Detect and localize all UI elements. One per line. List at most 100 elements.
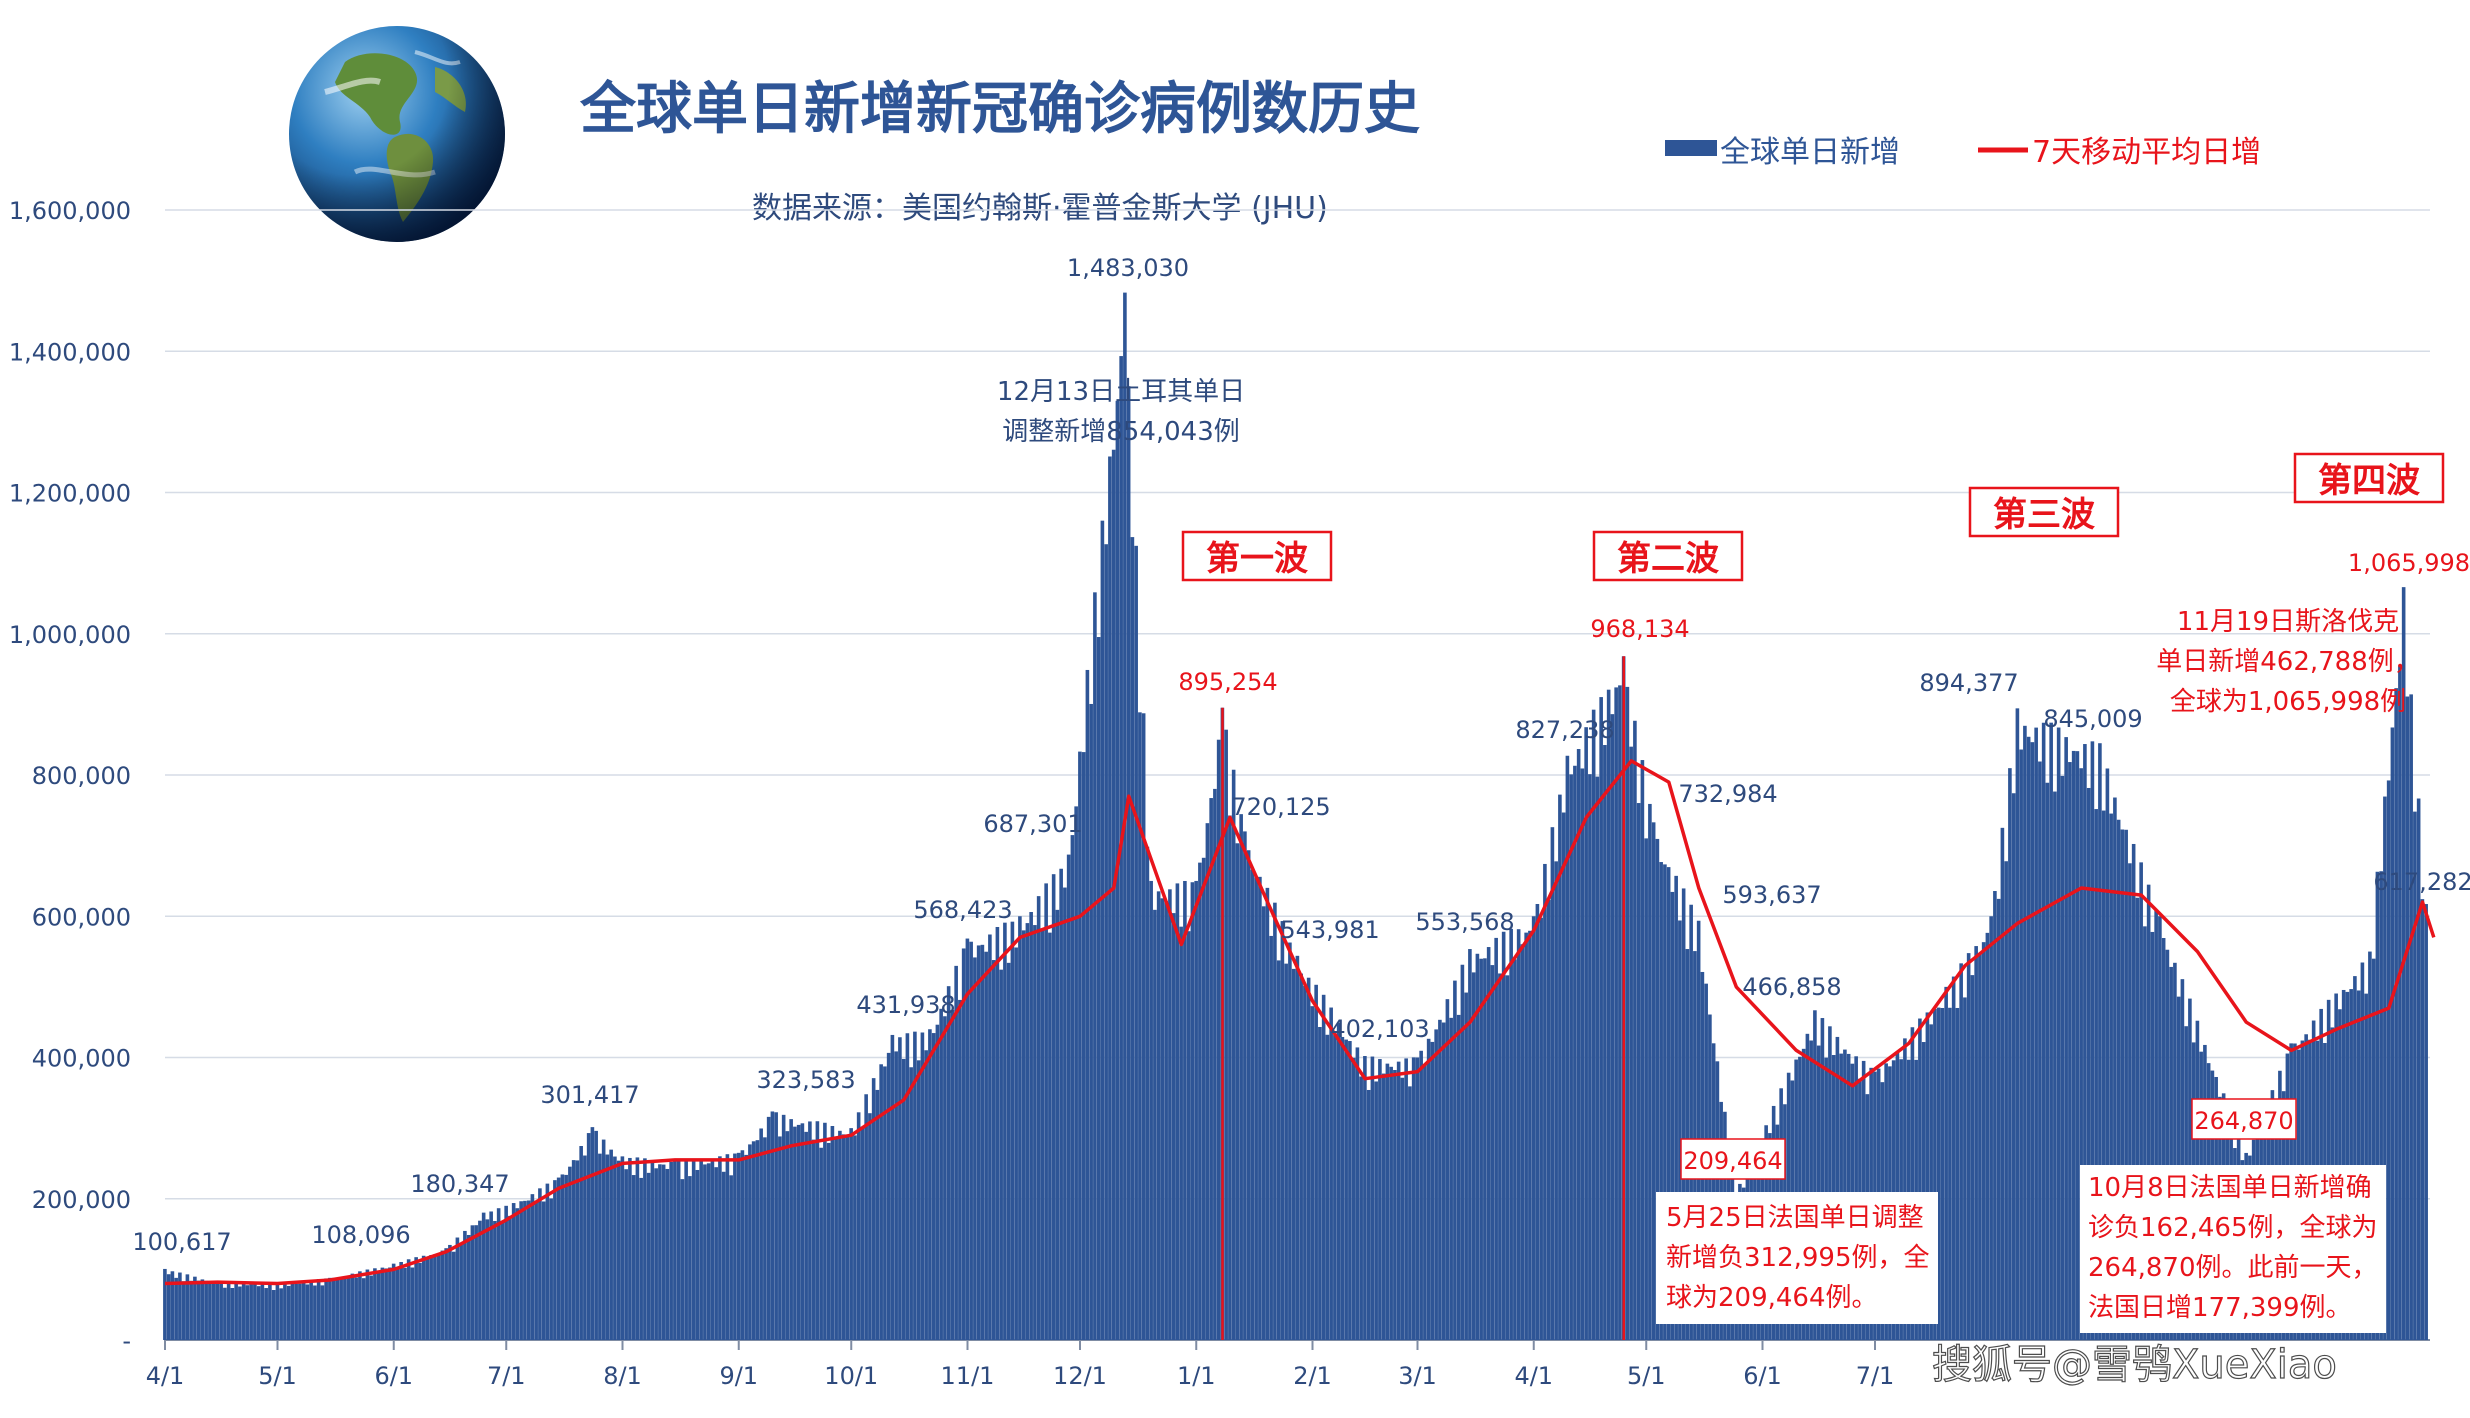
bar bbox=[185, 1274, 190, 1340]
bar bbox=[1966, 953, 1971, 1340]
bar bbox=[2383, 796, 2387, 1340]
bar bbox=[1284, 963, 1288, 1340]
legend-label-bar: 全球单日新增 bbox=[1720, 135, 1900, 170]
bar bbox=[1835, 1036, 1840, 1340]
bar bbox=[395, 1267, 400, 1340]
annotation-line: 全球为1,065,998例 bbox=[2170, 687, 2406, 717]
bar bbox=[1321, 994, 1326, 1340]
bar bbox=[1528, 930, 1532, 1340]
bar bbox=[991, 960, 996, 1340]
bar bbox=[766, 1116, 771, 1340]
bar bbox=[335, 1279, 340, 1340]
bar bbox=[1434, 1029, 1438, 1340]
bar bbox=[845, 1136, 850, 1340]
bar bbox=[200, 1279, 205, 1340]
bar bbox=[1468, 949, 1472, 1340]
bar bbox=[928, 1029, 932, 1340]
bar bbox=[684, 1158, 688, 1340]
bar bbox=[733, 1153, 737, 1340]
bar bbox=[358, 1271, 362, 1340]
bar bbox=[1108, 456, 1112, 1340]
bar bbox=[883, 1066, 887, 1340]
data-label: 593,637 bbox=[1722, 881, 1821, 909]
bar bbox=[1918, 1018, 1922, 1340]
bar bbox=[466, 1234, 471, 1340]
bar bbox=[1475, 953, 1480, 1340]
bar bbox=[740, 1150, 745, 1340]
bar bbox=[1280, 921, 1285, 1340]
bar bbox=[2371, 958, 2376, 1340]
bar bbox=[1490, 965, 1495, 1340]
bar bbox=[1644, 838, 1648, 1340]
annotation-line: 10月8日法国单日新增确 bbox=[2088, 1173, 2372, 1203]
bar bbox=[721, 1171, 726, 1340]
bar bbox=[755, 1140, 760, 1340]
bar bbox=[1689, 904, 1693, 1340]
bar bbox=[2398, 665, 2402, 1340]
data-label: 108,096 bbox=[311, 1221, 410, 1249]
bar bbox=[1059, 868, 1063, 1340]
bar bbox=[1366, 1089, 1371, 1340]
bar bbox=[294, 1283, 298, 1340]
bar bbox=[256, 1286, 261, 1340]
bar bbox=[1441, 1022, 1446, 1340]
bar bbox=[249, 1284, 253, 1340]
bar bbox=[1944, 986, 1948, 1340]
bar bbox=[639, 1177, 643, 1340]
bar bbox=[1235, 843, 1240, 1340]
bar bbox=[223, 1287, 227, 1340]
bar bbox=[980, 944, 985, 1340]
bar bbox=[1423, 1064, 1427, 1340]
bar bbox=[421, 1255, 426, 1340]
bar bbox=[1940, 1007, 1945, 1340]
bar bbox=[1190, 882, 1195, 1340]
bar bbox=[339, 1277, 343, 1340]
bar bbox=[1963, 997, 1967, 1340]
bar bbox=[2086, 787, 2091, 1340]
bar bbox=[2053, 791, 2057, 1340]
bar bbox=[2124, 829, 2128, 1340]
bar bbox=[808, 1121, 812, 1340]
bar bbox=[1246, 850, 1251, 1340]
data-label-box bbox=[2191, 1098, 2297, 1140]
bar bbox=[2394, 688, 2398, 1340]
bar bbox=[661, 1164, 666, 1340]
y-tick-label: 1,400,000 bbox=[9, 338, 131, 366]
bar bbox=[616, 1160, 621, 1340]
bar bbox=[2101, 810, 2106, 1340]
bar bbox=[2000, 827, 2005, 1340]
bar bbox=[264, 1288, 268, 1340]
bar bbox=[1445, 999, 1450, 1340]
bar bbox=[1978, 953, 1982, 1340]
bar bbox=[331, 1277, 336, 1340]
data-label: 100,617 bbox=[132, 1228, 231, 1256]
bar bbox=[343, 1276, 347, 1340]
bar bbox=[1498, 973, 1502, 1340]
bar bbox=[373, 1268, 377, 1340]
bar bbox=[1921, 1042, 1926, 1340]
bar bbox=[1198, 862, 1202, 1340]
bar bbox=[286, 1285, 291, 1340]
data-label: 845,009 bbox=[2043, 705, 2142, 733]
y-tick-label: 800,000 bbox=[32, 762, 131, 790]
bar bbox=[2045, 782, 2050, 1340]
bar bbox=[1936, 1007, 1941, 1340]
bar bbox=[1340, 1036, 1345, 1340]
bar bbox=[1584, 727, 1588, 1340]
bar bbox=[943, 1016, 947, 1340]
bar bbox=[2341, 989, 2346, 1340]
bar bbox=[549, 1198, 553, 1340]
bar bbox=[1426, 1038, 1431, 1340]
bar bbox=[1535, 903, 1540, 1340]
bar bbox=[485, 1219, 490, 1340]
chart-subtitle: 数据来源：美国约翰斯·霍普金斯大学 (JHU) bbox=[752, 191, 1328, 226]
bar bbox=[328, 1277, 332, 1340]
bar bbox=[1674, 875, 1678, 1340]
bar bbox=[1663, 864, 1667, 1340]
bar bbox=[568, 1166, 572, 1340]
bar bbox=[429, 1255, 433, 1340]
bar bbox=[1501, 931, 1506, 1340]
bar bbox=[2139, 862, 2143, 1340]
bar bbox=[2158, 916, 2162, 1340]
bar bbox=[519, 1201, 523, 1340]
